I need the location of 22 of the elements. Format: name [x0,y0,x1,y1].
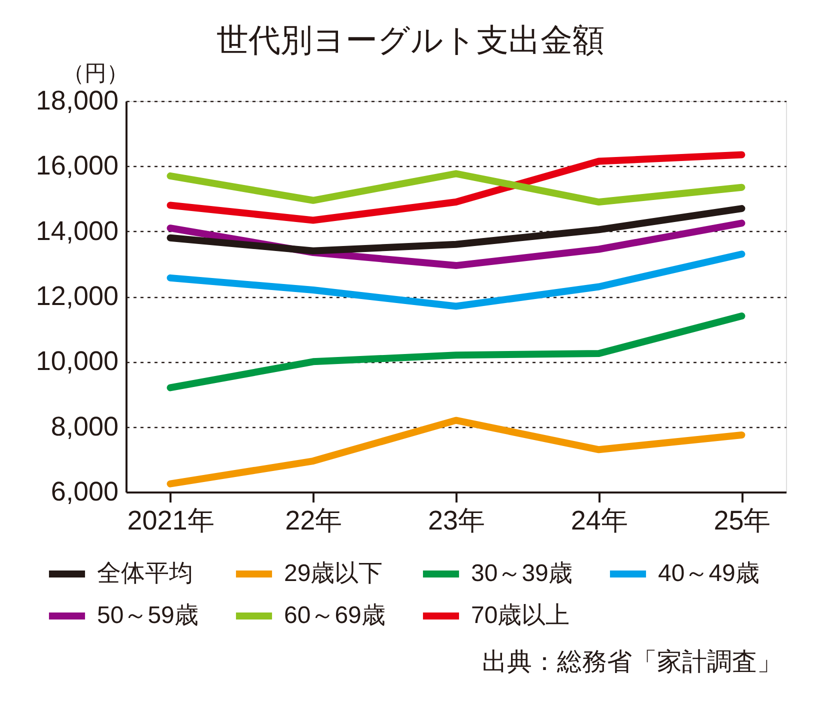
y-tick-label: 10,000 [36,346,118,376]
y-tick-label: 12,000 [36,281,118,311]
legend-label: 全体平均 [97,560,193,587]
legend-label: 29歳以下 [284,560,383,587]
y-axis-title: （円） [62,60,128,86]
legend-label: 60～69歳 [284,602,386,629]
y-tick-label: 16,000 [36,150,118,181]
legend-label: 30～39歳 [471,560,572,587]
source-note: 出典：総務省「家計調査」 [482,648,782,676]
legend-label: 40～49歳 [658,560,760,587]
x-tick-label: 24年 [570,506,628,536]
x-tick-label: 2021年 [127,506,214,536]
x-tick-label: 22年 [285,506,342,536]
chart-title: 世代別ヨーグルト支出金額 [216,22,605,58]
legend-label: 70歳以上 [471,602,570,629]
y-tick-label: 14,000 [36,216,118,246]
legend-label: 50～59歳 [97,602,198,629]
x-tick-label: 25年 [714,506,771,536]
x-tick-label: 23年 [428,506,486,536]
y-tick-label: 18,000 [36,86,118,116]
y-tick-label: 6,000 [50,476,118,506]
y-tick-label: 8,000 [50,411,118,442]
